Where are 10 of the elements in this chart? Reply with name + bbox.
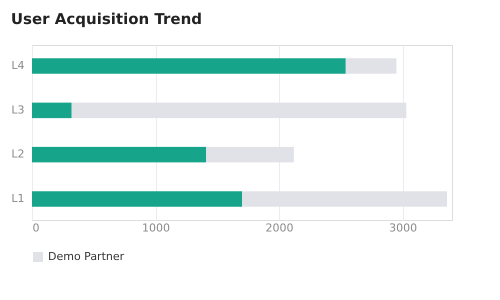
chart-title: User Acquisition Trend (10, 10, 202, 28)
legend-label: Demo Partner (48, 250, 125, 263)
x-tick-label: 0 (32, 222, 40, 234)
y-tick-label: L2 (11, 148, 24, 161)
y-tick-label: L3 (11, 103, 24, 116)
x-tick-label: 3000 (389, 222, 418, 234)
y-tick-label: L4 (11, 59, 24, 72)
x-tick-label: 2000 (266, 222, 294, 234)
y-tick-label: L1 (11, 192, 24, 205)
x-tick-label: 1000 (142, 222, 170, 234)
